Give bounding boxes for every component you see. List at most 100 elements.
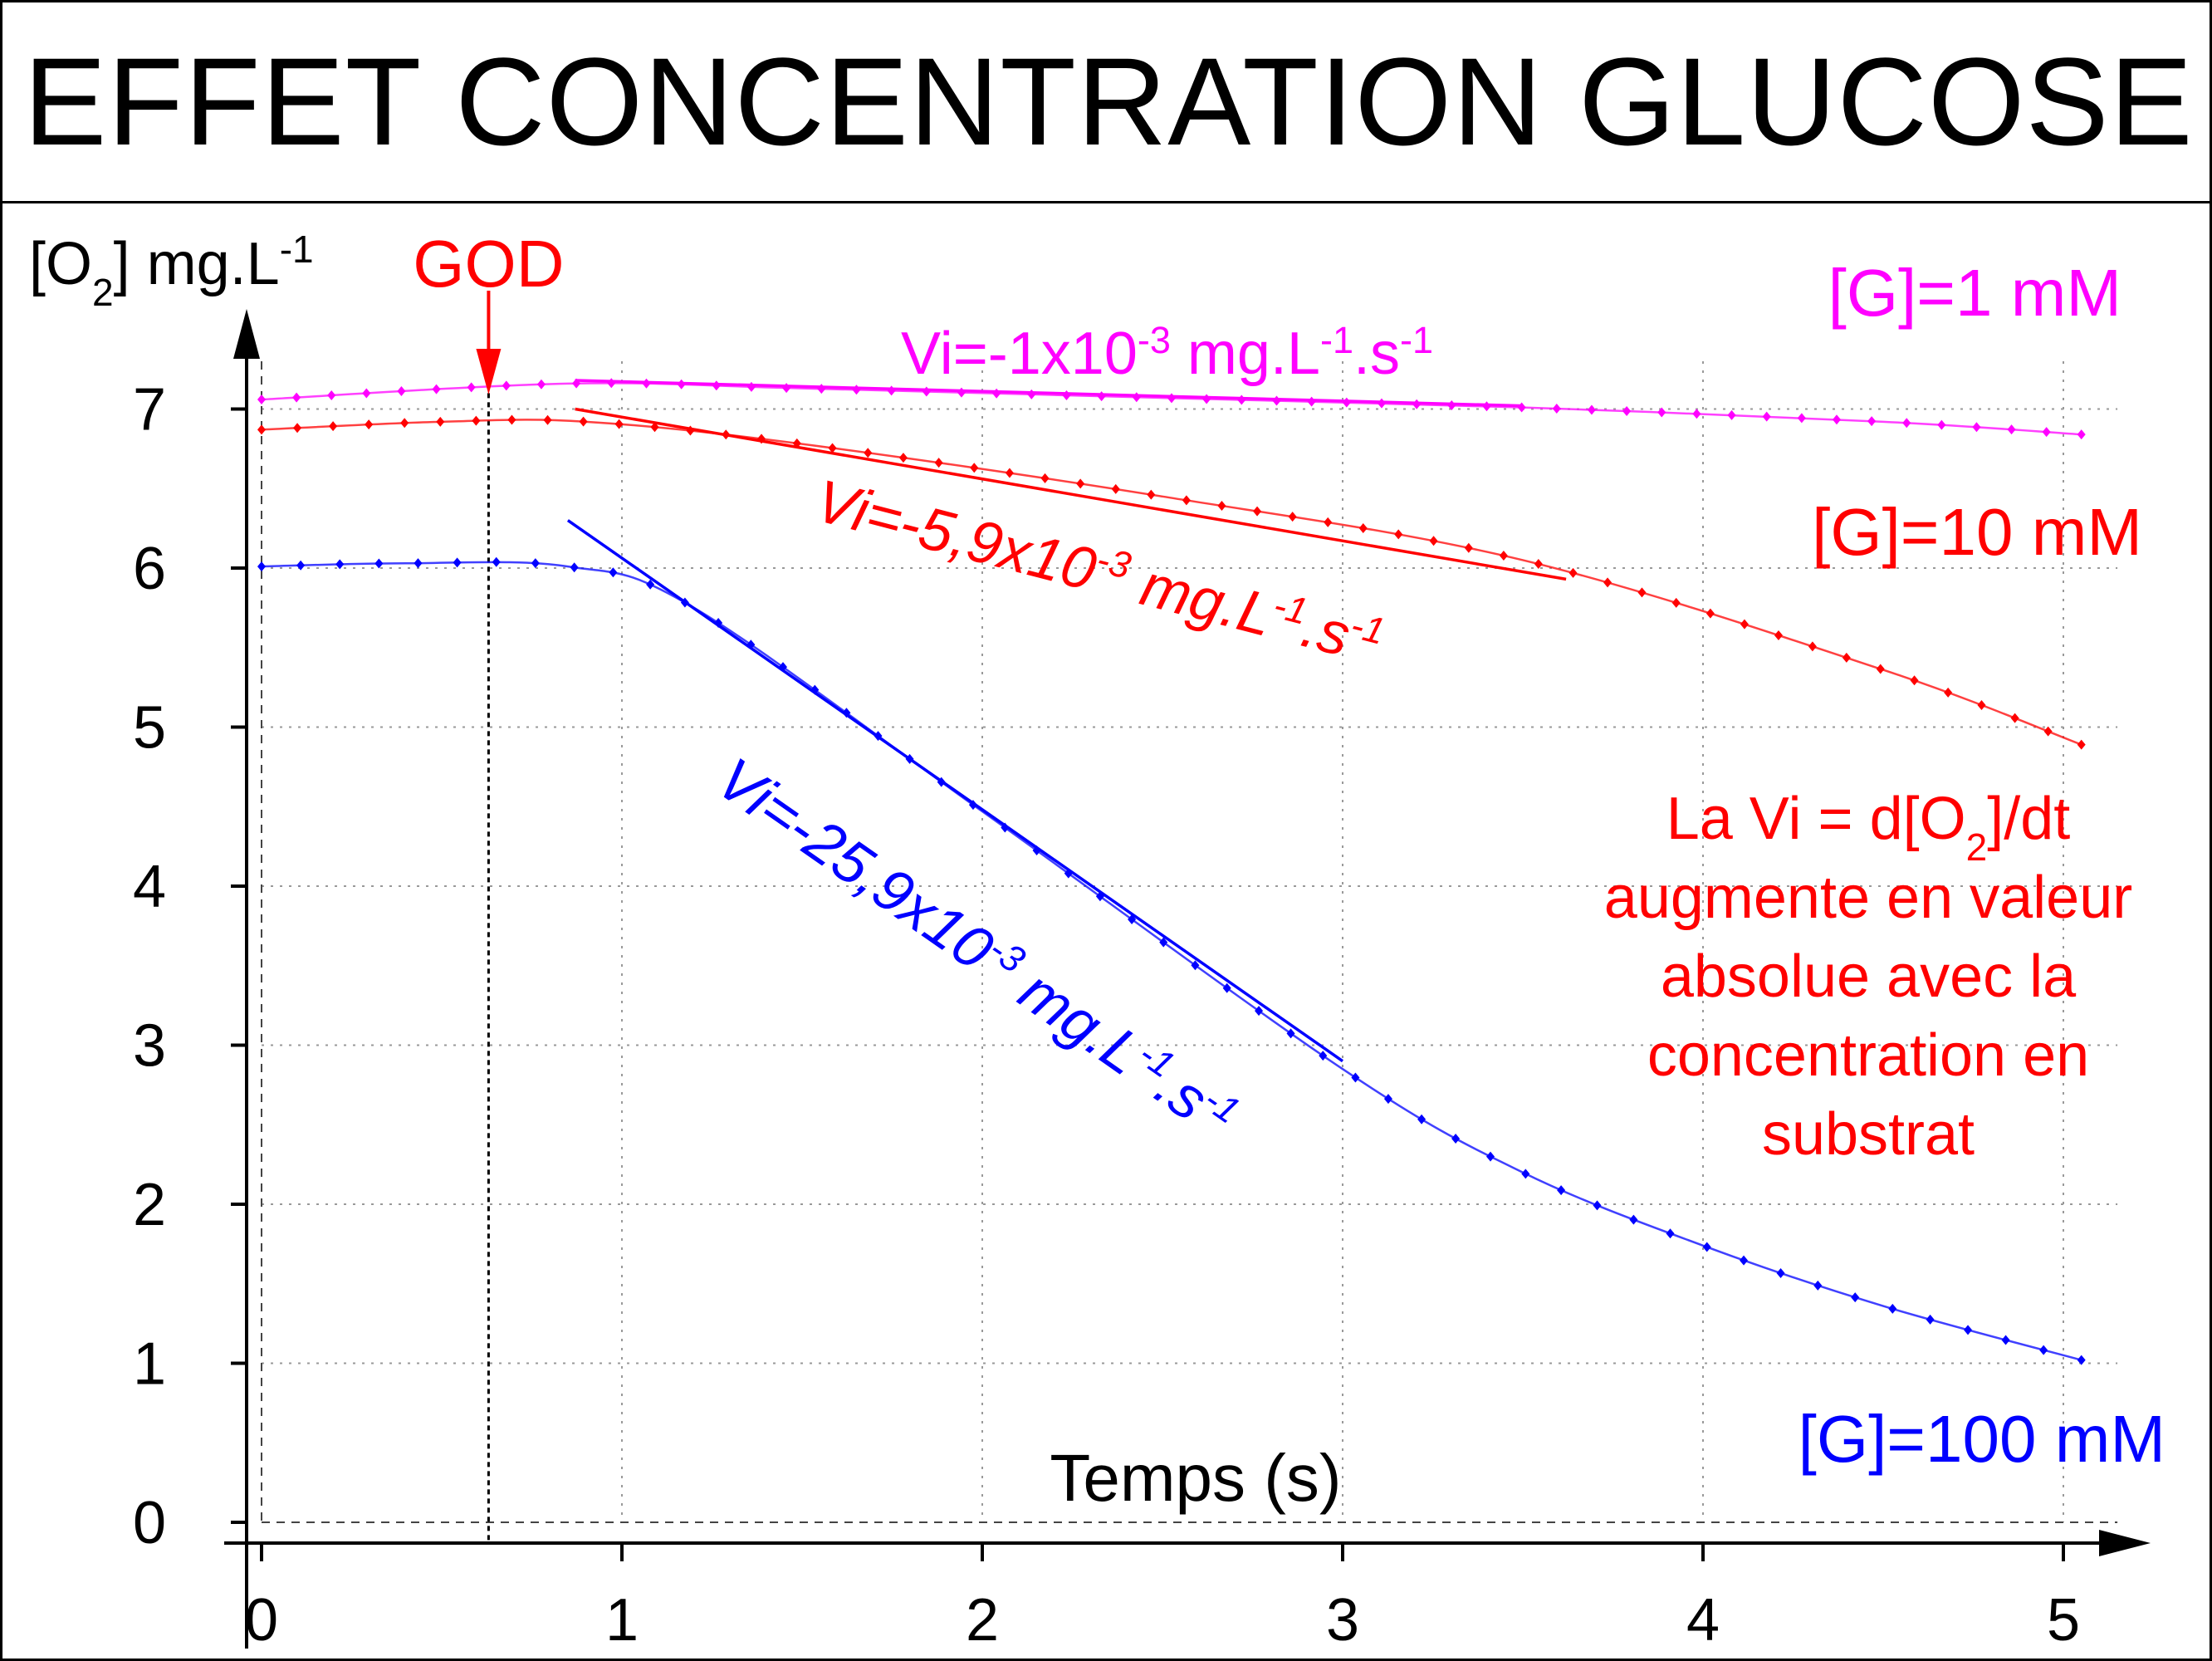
x-axis-label: Temps (s) (1050, 1441, 1341, 1515)
data-point (1557, 1185, 1566, 1196)
annotation-line-5: substrat (1762, 1101, 1975, 1168)
data-point (1324, 517, 1333, 527)
data-point (898, 453, 908, 463)
data-point (1740, 619, 1749, 630)
data-point (1286, 1028, 1295, 1039)
data-point (1147, 489, 1156, 500)
y-tick-label: 7 (133, 377, 166, 443)
data-point (436, 416, 445, 427)
data-point (957, 387, 966, 398)
data-point (1552, 403, 1561, 414)
data-point (1062, 390, 1071, 400)
data-point (614, 419, 624, 429)
data-point (746, 381, 756, 392)
data-point (1740, 1255, 1749, 1266)
y-tick-label: 4 (133, 854, 166, 920)
y-axis-label-subscript: 2 (92, 271, 114, 314)
x-axis-arrowhead (2099, 1530, 2151, 1556)
series-2 (257, 407, 2086, 750)
data-point (432, 384, 441, 394)
god-label: GOD (413, 227, 564, 301)
rate-text: Vi=-5,9x10 (809, 468, 1103, 604)
data-point (2042, 427, 2051, 438)
data-point (2077, 739, 2086, 750)
god-arrowhead (476, 349, 502, 394)
series-1 (257, 378, 2086, 440)
annotation-text: ]/dt (1987, 786, 2070, 852)
rate-unit: mg.L (1171, 321, 1320, 387)
data-point (1182, 495, 1191, 506)
data-point (1702, 1242, 1711, 1252)
data-point (579, 416, 588, 427)
data-point (1587, 404, 1596, 415)
data-point (1464, 542, 1473, 553)
annotation-text: La Vi = d[O (1666, 786, 1966, 852)
data-point (1568, 567, 1578, 578)
data-point (970, 463, 979, 473)
data-point (507, 414, 516, 425)
data-point (2043, 726, 2053, 737)
data-point (1629, 1214, 1638, 1225)
x-tick-label: 0 (245, 1587, 278, 1654)
rate-text: Vi=-25,9x10 (705, 746, 1005, 983)
data-point (492, 556, 501, 567)
data-point (607, 378, 616, 389)
data-point (257, 424, 266, 435)
data-point (257, 394, 266, 405)
series-label-3: [G]=100 mM (1798, 1402, 2166, 1476)
series-3 (257, 519, 2086, 1365)
data-point (2039, 1345, 2048, 1355)
data-point (1167, 393, 1176, 404)
annotation-line-4: concentration en (1647, 1022, 2089, 1089)
y-tick-label: 3 (133, 1013, 166, 1080)
data-point (2077, 1355, 2086, 1365)
data-point (1842, 652, 1851, 663)
data-point (1762, 411, 1771, 422)
y-axis-label-part: ] mg.L (114, 231, 280, 297)
data-point (453, 557, 462, 568)
data-point (1902, 418, 1911, 429)
data-point (817, 384, 826, 394)
data-point (1926, 1314, 1935, 1325)
data-point (1851, 1292, 1860, 1303)
data-point (1191, 960, 1200, 971)
data-point (1964, 1325, 1973, 1335)
data-point (1027, 389, 1036, 399)
data-point (828, 443, 837, 453)
data-point (293, 423, 302, 434)
data-point (1253, 506, 1262, 517)
x-tick-label: 3 (1326, 1587, 1359, 1654)
data-point (1040, 473, 1050, 483)
data-point (1319, 1051, 1328, 1061)
y-axis-label-superscript: -1 (280, 228, 314, 271)
data-point (2010, 713, 2019, 723)
rate-exponent: -3 (1138, 319, 1171, 361)
data-point (1521, 1169, 1530, 1179)
data-point (531, 558, 540, 569)
y-tick-label: 6 (133, 536, 166, 602)
data-point (327, 390, 336, 401)
data-point (1111, 483, 1120, 494)
data-point (362, 388, 371, 399)
data-point (1774, 630, 1783, 640)
data-point (1351, 1072, 1360, 1083)
data-point (1692, 409, 1701, 419)
data-point (1486, 1151, 1495, 1162)
data-point (1451, 1134, 1461, 1144)
data-point (1217, 501, 1226, 512)
data-point (1972, 422, 1981, 433)
x-tick-label: 2 (966, 1587, 999, 1654)
data-point (1937, 419, 1946, 430)
data-point (887, 385, 896, 396)
data-point (1394, 529, 1403, 540)
data-point (1499, 551, 1508, 561)
data-point (365, 419, 374, 430)
y-tick-label: 2 (133, 1172, 166, 1238)
data-point (852, 385, 861, 395)
y-axis-arrowhead (233, 309, 260, 359)
data-point (414, 558, 423, 569)
tangent-line (566, 519, 1344, 1063)
tangent-line (575, 407, 1567, 581)
annotation-line-1: La Vi = d[O2]/dt (1666, 786, 2071, 869)
